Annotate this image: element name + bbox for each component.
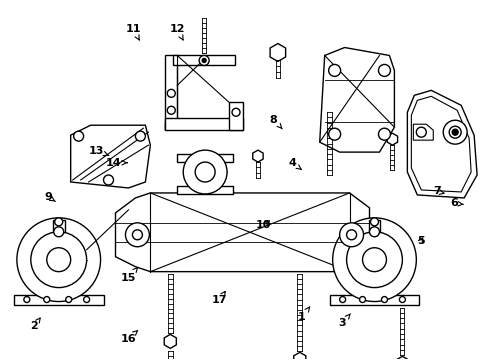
Circle shape xyxy=(167,89,175,97)
Polygon shape xyxy=(293,352,305,360)
Text: 7: 7 xyxy=(432,186,443,197)
Bar xyxy=(53,220,64,232)
Circle shape xyxy=(328,128,340,140)
Text: 10: 10 xyxy=(255,220,270,230)
Circle shape xyxy=(359,297,365,302)
Circle shape xyxy=(370,218,378,226)
Circle shape xyxy=(31,232,86,288)
Polygon shape xyxy=(329,294,419,305)
Circle shape xyxy=(202,58,206,62)
Circle shape xyxy=(328,64,340,76)
Text: 5: 5 xyxy=(416,236,424,246)
Circle shape xyxy=(369,227,379,237)
Polygon shape xyxy=(252,150,263,162)
Text: 15: 15 xyxy=(121,267,138,283)
Circle shape xyxy=(381,297,386,302)
Text: 12: 12 xyxy=(169,24,184,40)
Circle shape xyxy=(346,232,402,288)
Circle shape xyxy=(44,297,50,302)
Text: 16: 16 xyxy=(121,330,137,343)
Text: 8: 8 xyxy=(269,115,282,129)
Circle shape xyxy=(125,223,149,247)
Circle shape xyxy=(378,128,389,140)
Circle shape xyxy=(415,127,426,137)
Circle shape xyxy=(47,248,71,272)
Circle shape xyxy=(132,230,142,240)
Text: 13: 13 xyxy=(88,145,109,156)
Circle shape xyxy=(24,297,30,302)
Circle shape xyxy=(451,129,457,135)
Circle shape xyxy=(55,218,62,226)
Circle shape xyxy=(195,162,215,182)
Circle shape xyxy=(54,227,63,237)
Text: 3: 3 xyxy=(337,314,350,328)
Text: 6: 6 xyxy=(449,198,463,208)
Circle shape xyxy=(339,297,345,302)
Polygon shape xyxy=(71,125,150,188)
Circle shape xyxy=(362,248,386,272)
Circle shape xyxy=(339,223,363,247)
Polygon shape xyxy=(164,334,176,348)
Text: 11: 11 xyxy=(125,24,141,40)
Polygon shape xyxy=(269,44,285,62)
Polygon shape xyxy=(396,356,407,360)
Circle shape xyxy=(442,120,466,144)
Polygon shape xyxy=(173,55,235,66)
Circle shape xyxy=(135,131,145,141)
Text: 17: 17 xyxy=(211,292,226,305)
Polygon shape xyxy=(115,193,369,272)
Circle shape xyxy=(65,297,72,302)
Circle shape xyxy=(17,218,101,302)
Circle shape xyxy=(167,106,175,114)
Polygon shape xyxy=(14,294,103,305)
Polygon shape xyxy=(410,96,470,192)
Polygon shape xyxy=(407,90,476,198)
Circle shape xyxy=(74,131,83,141)
Circle shape xyxy=(346,230,356,240)
Text: 14: 14 xyxy=(106,158,127,168)
Polygon shape xyxy=(319,48,394,152)
Text: 1: 1 xyxy=(298,307,309,322)
Text: 4: 4 xyxy=(288,158,301,170)
Circle shape xyxy=(378,64,389,76)
Circle shape xyxy=(103,175,113,185)
Circle shape xyxy=(232,108,240,116)
Circle shape xyxy=(399,297,405,302)
Bar xyxy=(177,154,233,162)
Polygon shape xyxy=(412,124,432,140)
Bar xyxy=(177,186,233,194)
Text: 9: 9 xyxy=(44,192,55,202)
Circle shape xyxy=(183,150,226,194)
Polygon shape xyxy=(386,133,397,145)
Text: 2: 2 xyxy=(30,318,40,331)
Circle shape xyxy=(448,126,460,138)
Circle shape xyxy=(83,297,89,302)
Polygon shape xyxy=(165,55,177,130)
Circle shape xyxy=(332,218,415,302)
Polygon shape xyxy=(228,102,243,130)
Polygon shape xyxy=(165,118,243,130)
Circle shape xyxy=(199,55,209,66)
Bar xyxy=(368,220,380,232)
